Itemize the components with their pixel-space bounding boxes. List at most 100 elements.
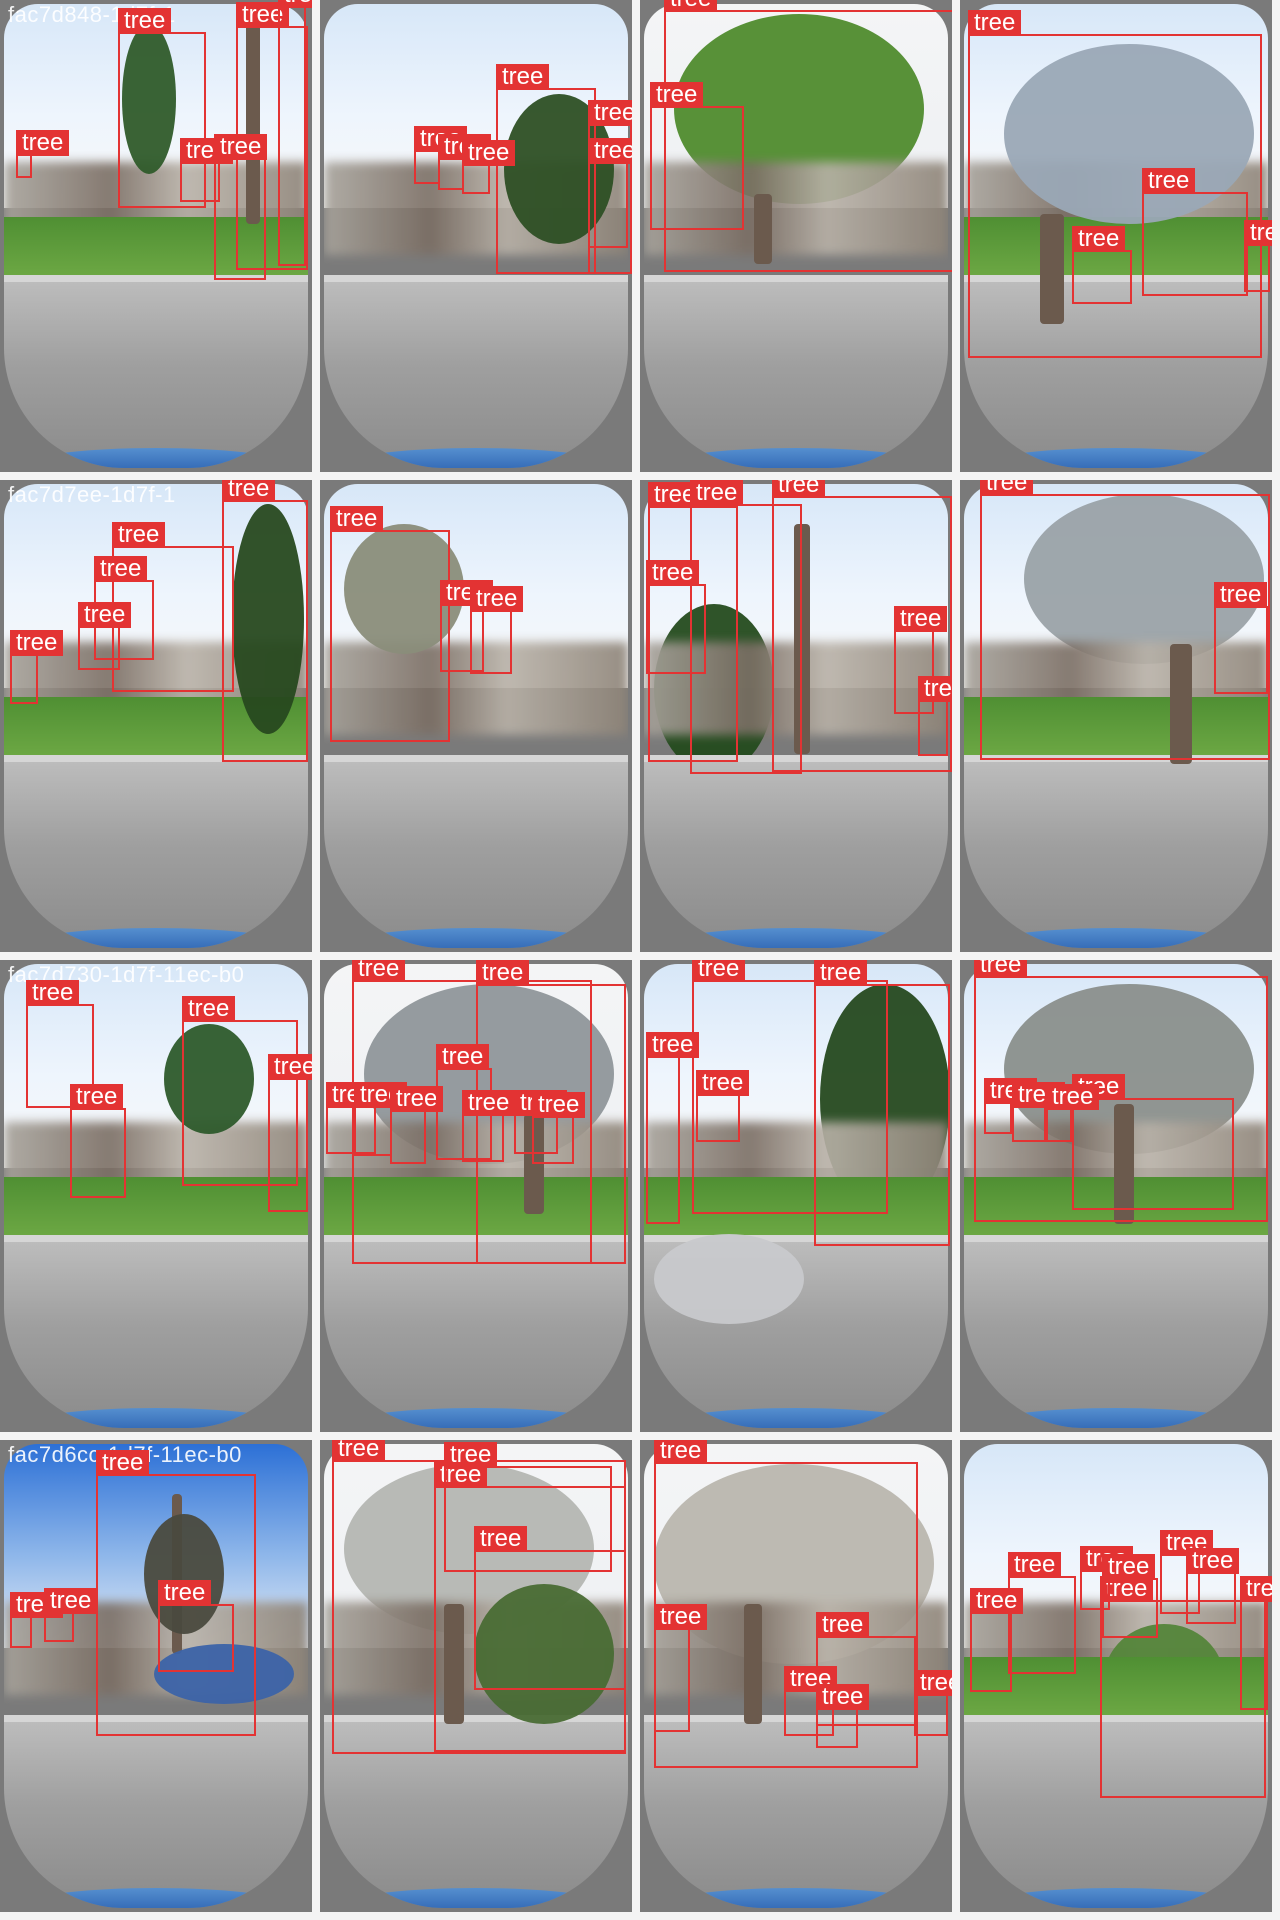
tree-detection-box[interactable]: tree <box>588 100 632 274</box>
tree-detection-box[interactable]: tree <box>980 480 1270 760</box>
street-photo <box>324 484 628 948</box>
tree-label: tree <box>268 1054 312 1080</box>
tree-label: tree <box>10 630 64 656</box>
tree-detection-box[interactable]: tree <box>26 980 94 1108</box>
tree-detection-box[interactable]: tree <box>1186 1548 1240 1624</box>
tree-detection-box[interactable]: tree <box>1102 1554 1158 1638</box>
tree-detection-box[interactable]: tree <box>78 602 132 670</box>
tree-detection-box[interactable]: tree <box>1012 1082 1066 1142</box>
tree-detection-box[interactable]: tree <box>654 1440 918 1768</box>
tree-detection-box[interactable]: tree <box>268 1054 312 1212</box>
tree-detection-box[interactable]: tree <box>1244 220 1272 292</box>
tree-detection-box[interactable]: tree <box>532 1092 586 1164</box>
tree-label: tree <box>470 586 524 612</box>
tree-detection-box[interactable]: tree <box>646 560 706 674</box>
tree-detection-box[interactable]: tree <box>182 996 298 1186</box>
tree-detection-box[interactable]: tree <box>772 480 952 772</box>
tree-detection-box[interactable]: tree <box>1142 168 1248 296</box>
tree-detection-box[interactable]: tree <box>1072 226 1132 304</box>
tree-detection-box[interactable]: tree <box>474 1526 626 1690</box>
tree-detection-box[interactable]: tree <box>278 0 312 266</box>
tree-detection-box[interactable]: tree <box>414 126 468 184</box>
tree-detection-box[interactable]: tree <box>352 960 592 1264</box>
tree-detection-box[interactable]: tree <box>968 10 1262 358</box>
image-tile-r1c4[interactable]: tree tree tree tree <box>960 0 1272 472</box>
image-tile-r2c2[interactable]: tree tree tree <box>320 480 632 952</box>
tree-detection-box[interactable]: tree <box>222 480 308 762</box>
tree-detection-box[interactable]: tree <box>650 82 744 230</box>
tree-detection-box[interactable]: tree <box>1008 1552 1076 1674</box>
tree-detection-box[interactable]: tree <box>690 480 802 774</box>
tree-detection-box[interactable]: tree <box>436 1044 492 1160</box>
image-tile-r4c2[interactable]: tree tree tree tree <box>320 1440 632 1912</box>
tree-detection-box[interactable]: tree <box>816 1612 916 1726</box>
tree-label: tree <box>222 480 276 502</box>
tree-detection-box[interactable]: tree <box>664 0 952 272</box>
image-tile-r3c2[interactable]: tree tree tree tree tree tree tree tree … <box>320 960 632 1432</box>
street-photo <box>644 484 948 948</box>
tree-detection-box[interactable]: tree <box>476 960 626 1264</box>
tree-detection-box[interactable]: tree <box>692 960 888 1214</box>
image-tile-r1c3[interactable]: tree tree <box>640 0 952 472</box>
tree-label: tree <box>970 1588 1024 1614</box>
tree-detection-box[interactable]: tree <box>654 1604 708 1732</box>
tree-detection-box[interactable]: tree <box>970 1588 1024 1692</box>
tree-detection-box[interactable]: tree <box>1072 1074 1234 1210</box>
tree-detection-box[interactable]: tree <box>462 1090 516 1162</box>
image-tile-r3c1[interactable]: fac7d730-1d7f-11ec-b0 tree tree tree tre… <box>0 960 312 1432</box>
tree-detection-box[interactable]: tree <box>696 1070 750 1142</box>
image-tile-r1c1[interactable]: fac7d848-1d7f-1 tree tree tree tree tree… <box>0 0 312 472</box>
tree-label: tree <box>94 556 148 582</box>
tree-detection-box[interactable]: tree <box>214 134 268 280</box>
tree-label: tree <box>96 1450 150 1476</box>
image-tile-r2c1[interactable]: fac7d7ee-1d7f-1 tree tree tree tree tree <box>0 480 312 952</box>
tree-detection-box[interactable]: tree <box>44 1588 98 1642</box>
tree-detection-box[interactable]: tree <box>390 1086 444 1164</box>
tree-detection-box[interactable]: tree <box>588 138 632 248</box>
tree-label: tree <box>444 1442 498 1468</box>
tree-detection-box[interactable]: tree <box>444 1442 612 1572</box>
tree-detection-box[interactable]: tree <box>10 630 64 704</box>
tree-label: tree <box>692 960 746 982</box>
tree-label: tree <box>980 480 1034 496</box>
image-tile-r4c1[interactable]: fac7d6cc-1d7f-11ec-b0 tree tree tree tre… <box>0 1440 312 1912</box>
tree-label: tree <box>26 980 80 1006</box>
tree-detection-box[interactable]: tree <box>496 64 596 274</box>
tree-label: tree <box>816 1612 870 1638</box>
tree-detection-box[interactable]: tree <box>70 1084 126 1198</box>
tree-detection-box[interactable]: tree <box>984 1078 1038 1134</box>
tree-label: tree <box>352 960 406 982</box>
tree-detection-box[interactable]: tree <box>894 606 948 714</box>
tree-detection-box[interactable]: tree <box>816 1684 870 1748</box>
tree-detection-box[interactable]: tree <box>1240 1576 1272 1710</box>
image-tile-r4c4[interactable]: tree tree tree tree tree tree tree tree <box>960 1440 1272 1912</box>
tree-detection-box[interactable]: tree <box>1046 1084 1100 1142</box>
tree-detection-box[interactable]: tree <box>330 506 450 742</box>
image-tile-r1c2[interactable]: tree tree tree tree tree tree <box>320 0 632 472</box>
tree-detection-box[interactable]: tree <box>462 140 516 194</box>
image-tile-r4c3[interactable]: tree tree tree tree tree tree <box>640 1440 952 1912</box>
tree-label: tree <box>474 1526 528 1552</box>
image-tile-r2c4[interactable]: tree tree <box>960 480 1272 952</box>
image-tile-r2c3[interactable]: tree tree tree tree tree tree <box>640 480 952 952</box>
tree-detection-box[interactable]: tree <box>918 676 952 756</box>
tree-detection-box[interactable]: tree <box>814 960 950 1246</box>
image-tile-r3c3[interactable]: tree tree tree tree <box>640 960 952 1432</box>
tree-label: tree <box>78 602 132 628</box>
image-tile-r3c4[interactable]: tree tree tree tree tree <box>960 960 1272 1432</box>
tree-detection-box[interactable]: tree <box>974 960 1268 1222</box>
tree-label: tree <box>1240 1576 1272 1602</box>
tree-detection-box[interactable]: tree <box>158 1580 234 1672</box>
tree-detection-box[interactable]: tree <box>646 1032 700 1224</box>
tree-label: tree <box>390 1086 444 1112</box>
tree-detection-box[interactable]: tree <box>10 1592 64 1648</box>
tree-detection-box[interactable]: tree <box>16 130 70 178</box>
tree-detection-box[interactable]: tree <box>914 1670 952 1736</box>
tree-label: tree <box>532 1092 586 1118</box>
tree-detection-box[interactable]: tree <box>354 1082 408 1156</box>
tree-label: tree <box>214 134 268 160</box>
tree-detection-box[interactable]: tree <box>438 134 492 190</box>
tree-detection-box[interactable]: tree <box>1214 582 1268 694</box>
tree-detection-box[interactable]: tree <box>470 586 524 674</box>
tree-detection-box[interactable]: tree <box>118 8 206 208</box>
